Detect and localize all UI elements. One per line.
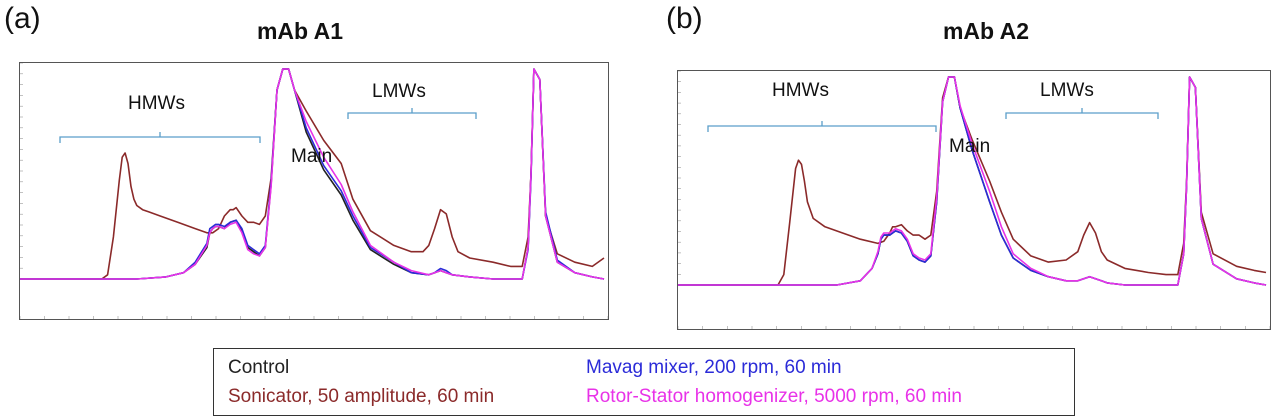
legend: Control Mavag mixer, 200 rpm, 60 min Son… [213,348,1075,416]
chart-a-lmw-annotation: LMWs [372,81,426,102]
series-line-sonicator [678,76,1267,286]
chart-a-main-annotation: Main [291,146,333,167]
chart-b-plot-area [677,70,1271,330]
hmw-bracket [707,121,937,132]
panel-a-label: (a) [4,2,41,35]
series-line-sonicator [20,68,605,280]
chart-a-plot-area [19,62,609,320]
legend-control: Control [228,357,290,378]
series-line-rotor [20,68,605,280]
lmw-bracket [347,108,477,119]
chart-a-svg [20,63,608,319]
hmw-bracket [59,132,261,143]
panel-b-label: (b) [666,2,703,35]
series-line-control [678,76,1267,286]
chart-b-hmw-annotation: HMWs [772,80,829,101]
series-line-control [20,68,605,280]
panel-b-title: mAb A2 [942,18,1030,44]
chart-b-svg [678,71,1270,329]
legend-rotor: Rotor-Stator homogenizer, 5000 rpm, 60 m… [586,386,962,407]
chart-a-hmw-annotation: HMWs [128,93,185,114]
chart-b-lmw-annotation: LMWs [1040,80,1094,101]
legend-mavag: Mavag mixer, 200 rpm, 60 min [586,357,842,378]
chart-b-main-annotation: Main [949,136,991,157]
series-line-rotor [678,76,1267,286]
series-line-mavag [678,76,1267,286]
series-line-mavag [20,68,605,280]
legend-sonicator: Sonicator, 50 amplitude, 60 min [228,386,495,407]
lmw-bracket [1005,108,1159,119]
panel-a-title: mAb A1 [256,18,344,44]
